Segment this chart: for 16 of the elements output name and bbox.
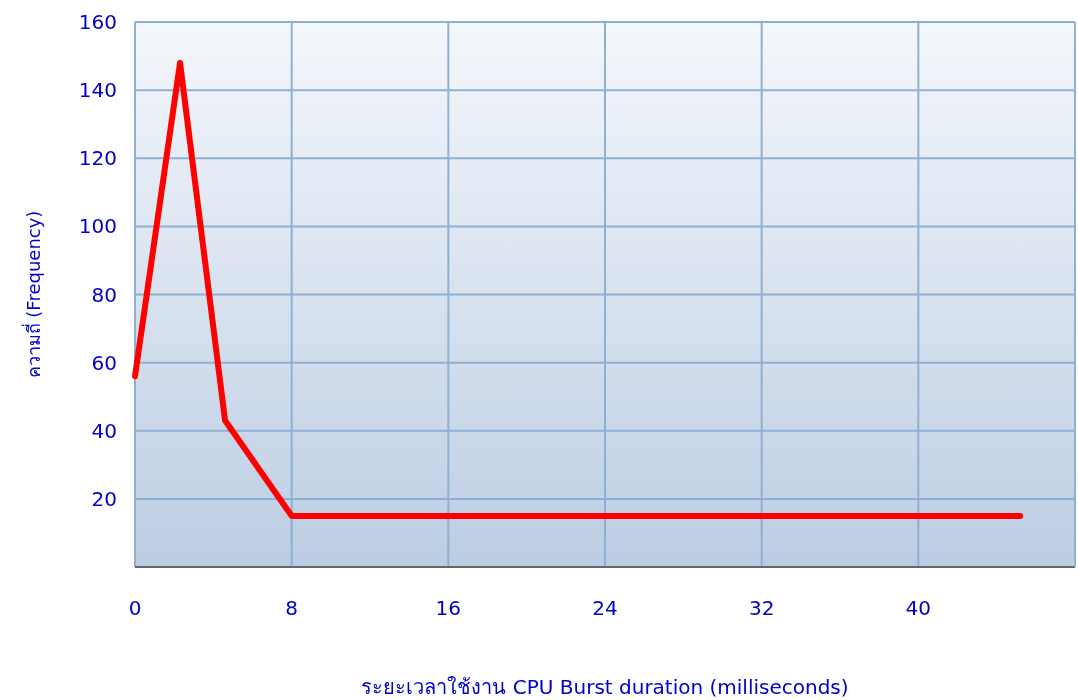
x-tick-label: 40: [905, 596, 932, 620]
y-tick-label: 160: [78, 10, 117, 34]
y-axis-title: ความถี่ (Frequency): [21, 210, 44, 379]
x-tick-label: 8: [285, 596, 299, 620]
x-axis-title: ระยะเวลาใช้งาน CPU Burst duration (milliseconds): [361, 675, 849, 699]
y-tick-label: 20: [91, 486, 117, 511]
y-tick-label: 60: [91, 350, 117, 375]
x-tick-label: 32: [748, 596, 775, 620]
x-tick-label: 0: [128, 596, 142, 620]
y-tick-label: 100: [78, 214, 117, 239]
y-tick-label: 40: [91, 418, 117, 443]
y-tick-label: 80: [91, 282, 117, 307]
x-tick-label: 16: [435, 596, 462, 620]
y-tick-label: 120: [78, 146, 117, 171]
y-tick-label: 140: [78, 78, 117, 103]
x-tick-label: 24: [592, 596, 618, 620]
